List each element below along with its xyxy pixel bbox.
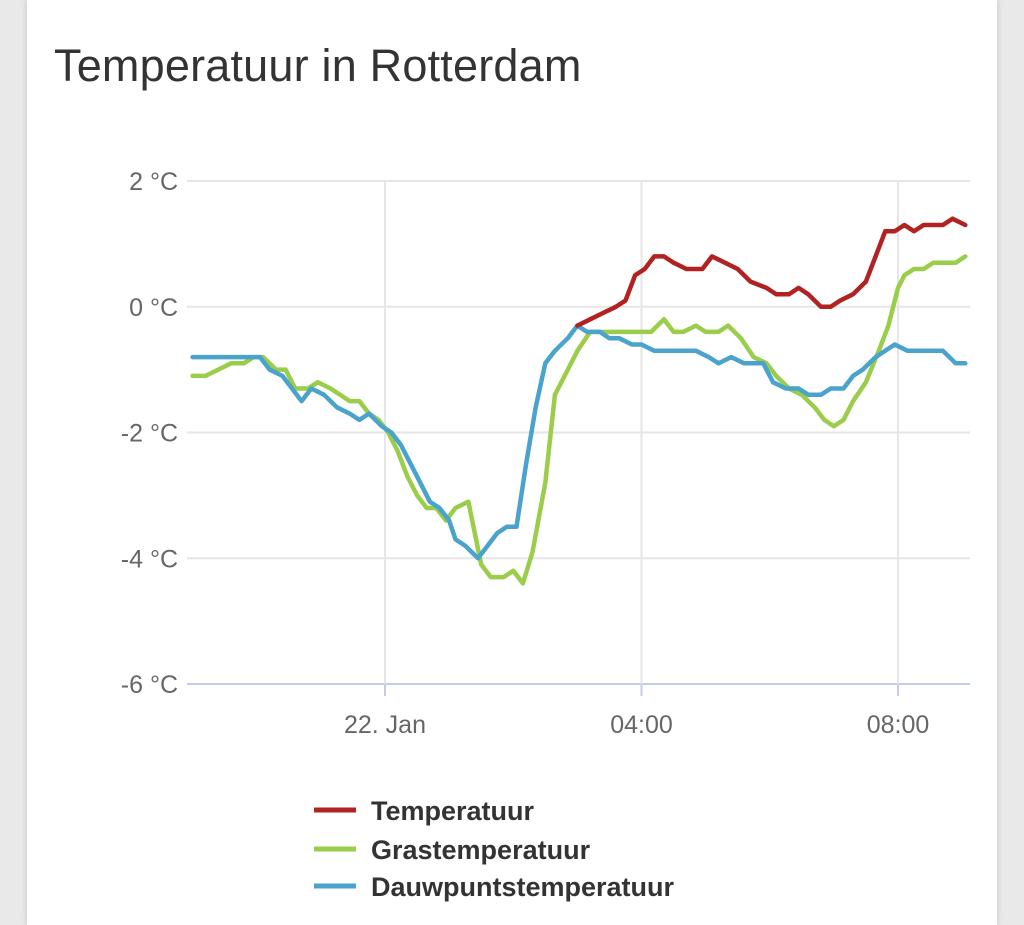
x-tick-label: 22. Jan — [344, 711, 426, 739]
series-line-grastemperatuur — [190, 254, 968, 586]
x-tick-label: 04:00 — [610, 711, 673, 739]
y-tick-label: -6 °C — [121, 671, 178, 699]
series-line-dauwpuntstemperatuur — [190, 323, 968, 561]
legend-label-dauwpuntstemperatuur: Dauwpuntstemperatuur — [371, 872, 675, 902]
legend-label-temperatuur: Temperatuur — [371, 796, 535, 826]
x-tick-label: 08:00 — [867, 711, 930, 739]
y-tick-label: -2 °C — [121, 420, 178, 448]
y-tick-label: 0 °C — [129, 294, 178, 322]
legend-label-grastemperatuur: Grastemperatuur — [371, 835, 591, 865]
chart-card: Temperatuur in Rotterdam — [27, 0, 997, 925]
y-tick-label: -4 °C — [121, 545, 178, 573]
page-title: Temperatuur in Rotterdam — [54, 40, 582, 91]
y-tick-label: 2 °C — [129, 168, 178, 196]
series-line-temperatuur — [575, 216, 968, 328]
